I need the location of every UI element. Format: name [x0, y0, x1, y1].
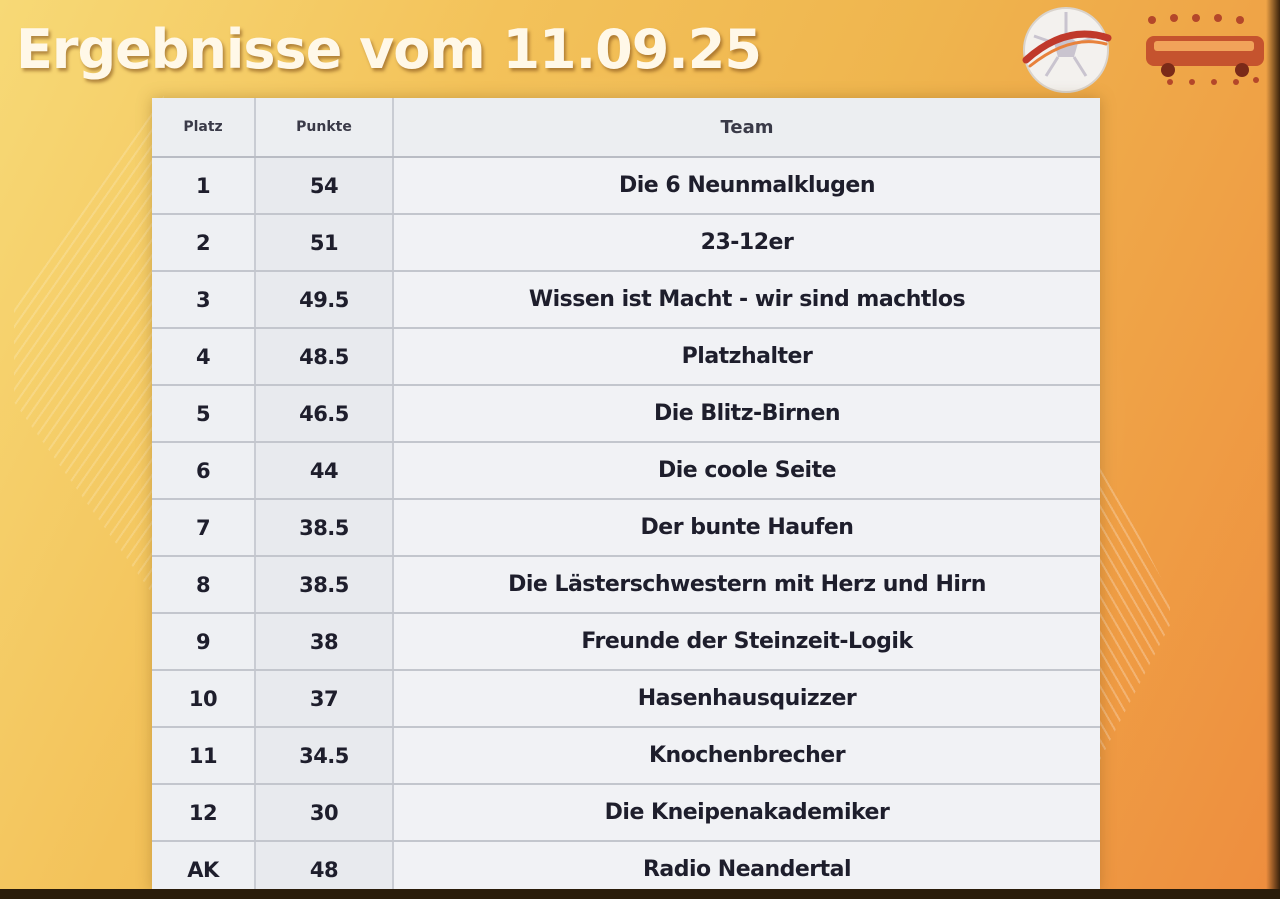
cell-platz: AK: [152, 841, 256, 897]
cell-punkte: 46.5: [255, 385, 394, 443]
table-row: 10 37 Hasenhausquizzer: [152, 670, 1100, 728]
table-row: 3 49.5 Wissen ist Macht - wir sind macht…: [152, 271, 1100, 329]
table-row: 5 46.5 Die Blitz-Birnen: [152, 385, 1100, 443]
cell-team: Der bunte Haufen: [393, 499, 1100, 557]
cell-team: Radio Neandertal: [393, 841, 1100, 897]
cell-punkte: 38.5: [255, 556, 394, 614]
cell-platz: 2: [152, 214, 256, 272]
cell-team: Platzhalter: [393, 328, 1100, 386]
cell-punkte: 51: [255, 214, 394, 272]
cell-team: 23-12er: [393, 214, 1100, 272]
results-table: Platz Punkte Team 1 54 Die 6 Neunmalklug…: [152, 98, 1100, 897]
cell-platz: 8: [152, 556, 256, 614]
table-row: 2 51 23-12er: [152, 214, 1100, 272]
cell-team: Die Blitz-Birnen: [393, 385, 1100, 443]
cell-team: Die coole Seite: [393, 442, 1100, 500]
cell-team: Die Lästerschwestern mit Herz und Hirn: [393, 556, 1100, 614]
cell-punkte: 38.5: [255, 499, 394, 557]
cell-team: Die Kneipenakademiker: [393, 784, 1100, 842]
table-row: 12 30 Die Kneipenakademiker: [152, 784, 1100, 842]
table-row: 11 34.5 Knochenbrecher: [152, 727, 1100, 785]
decorative-stripes-right: [1100, 460, 1170, 760]
decorative-stripes-left: [14, 90, 164, 610]
bus-logo-icon: [1146, 14, 1264, 85]
cell-platz: 1: [152, 157, 256, 215]
cell-punkte: 34.5: [255, 727, 394, 785]
table-header-row: Platz Punkte Team: [152, 98, 1100, 158]
table-row: 9 38 Freunde der Steinzeit-Logik: [152, 613, 1100, 671]
cell-punkte: 54: [255, 157, 394, 215]
table-row: AK 48 Radio Neandertal: [152, 841, 1100, 897]
cell-platz: 9: [152, 613, 256, 671]
slide-title: Ergebnisse vom 11.09.25: [16, 18, 762, 81]
cell-team: Die 6 Neunmalklugen: [393, 157, 1100, 215]
cell-platz: 12: [152, 784, 256, 842]
cell-platz: 4: [152, 328, 256, 386]
soccer-ball-logo-icon: [1022, 7, 1112, 93]
cell-platz: 3: [152, 271, 256, 329]
cell-platz: 7: [152, 499, 256, 557]
screen-frame-right: [1266, 0, 1280, 899]
cell-platz: 10: [152, 670, 256, 728]
cell-punkte: 48.5: [255, 328, 394, 386]
cell-punkte: 48: [255, 841, 394, 897]
table-row: 6 44 Die coole Seite: [152, 442, 1100, 500]
cell-platz: 6: [152, 442, 256, 500]
table-row: 4 48.5 Platzhalter: [152, 328, 1100, 386]
cell-punkte: 44: [255, 442, 394, 500]
cell-punkte: 30: [255, 784, 394, 842]
header-team: Team: [393, 98, 1100, 158]
cell-punkte: 49.5: [255, 271, 394, 329]
screen-frame-bottom: [0, 889, 1280, 899]
cell-team: Hasenhausquizzer: [393, 670, 1100, 728]
header-punkte: Punkte: [255, 98, 394, 158]
cell-punkte: 38: [255, 613, 394, 671]
cell-platz: 5: [152, 385, 256, 443]
cell-team: Wissen ist Macht - wir sind machtlos: [393, 271, 1100, 329]
cell-team: Knochenbrecher: [393, 727, 1100, 785]
table-row: 1 54 Die 6 Neunmalklugen: [152, 157, 1100, 215]
table-row: 8 38.5 Die Lästerschwestern mit Herz und…: [152, 556, 1100, 614]
cell-platz: 11: [152, 727, 256, 785]
cell-team: Freunde der Steinzeit-Logik: [393, 613, 1100, 671]
table-row: 7 38.5 Der bunte Haufen: [152, 499, 1100, 557]
header-platz: Platz: [152, 98, 256, 158]
cell-punkte: 37: [255, 670, 394, 728]
